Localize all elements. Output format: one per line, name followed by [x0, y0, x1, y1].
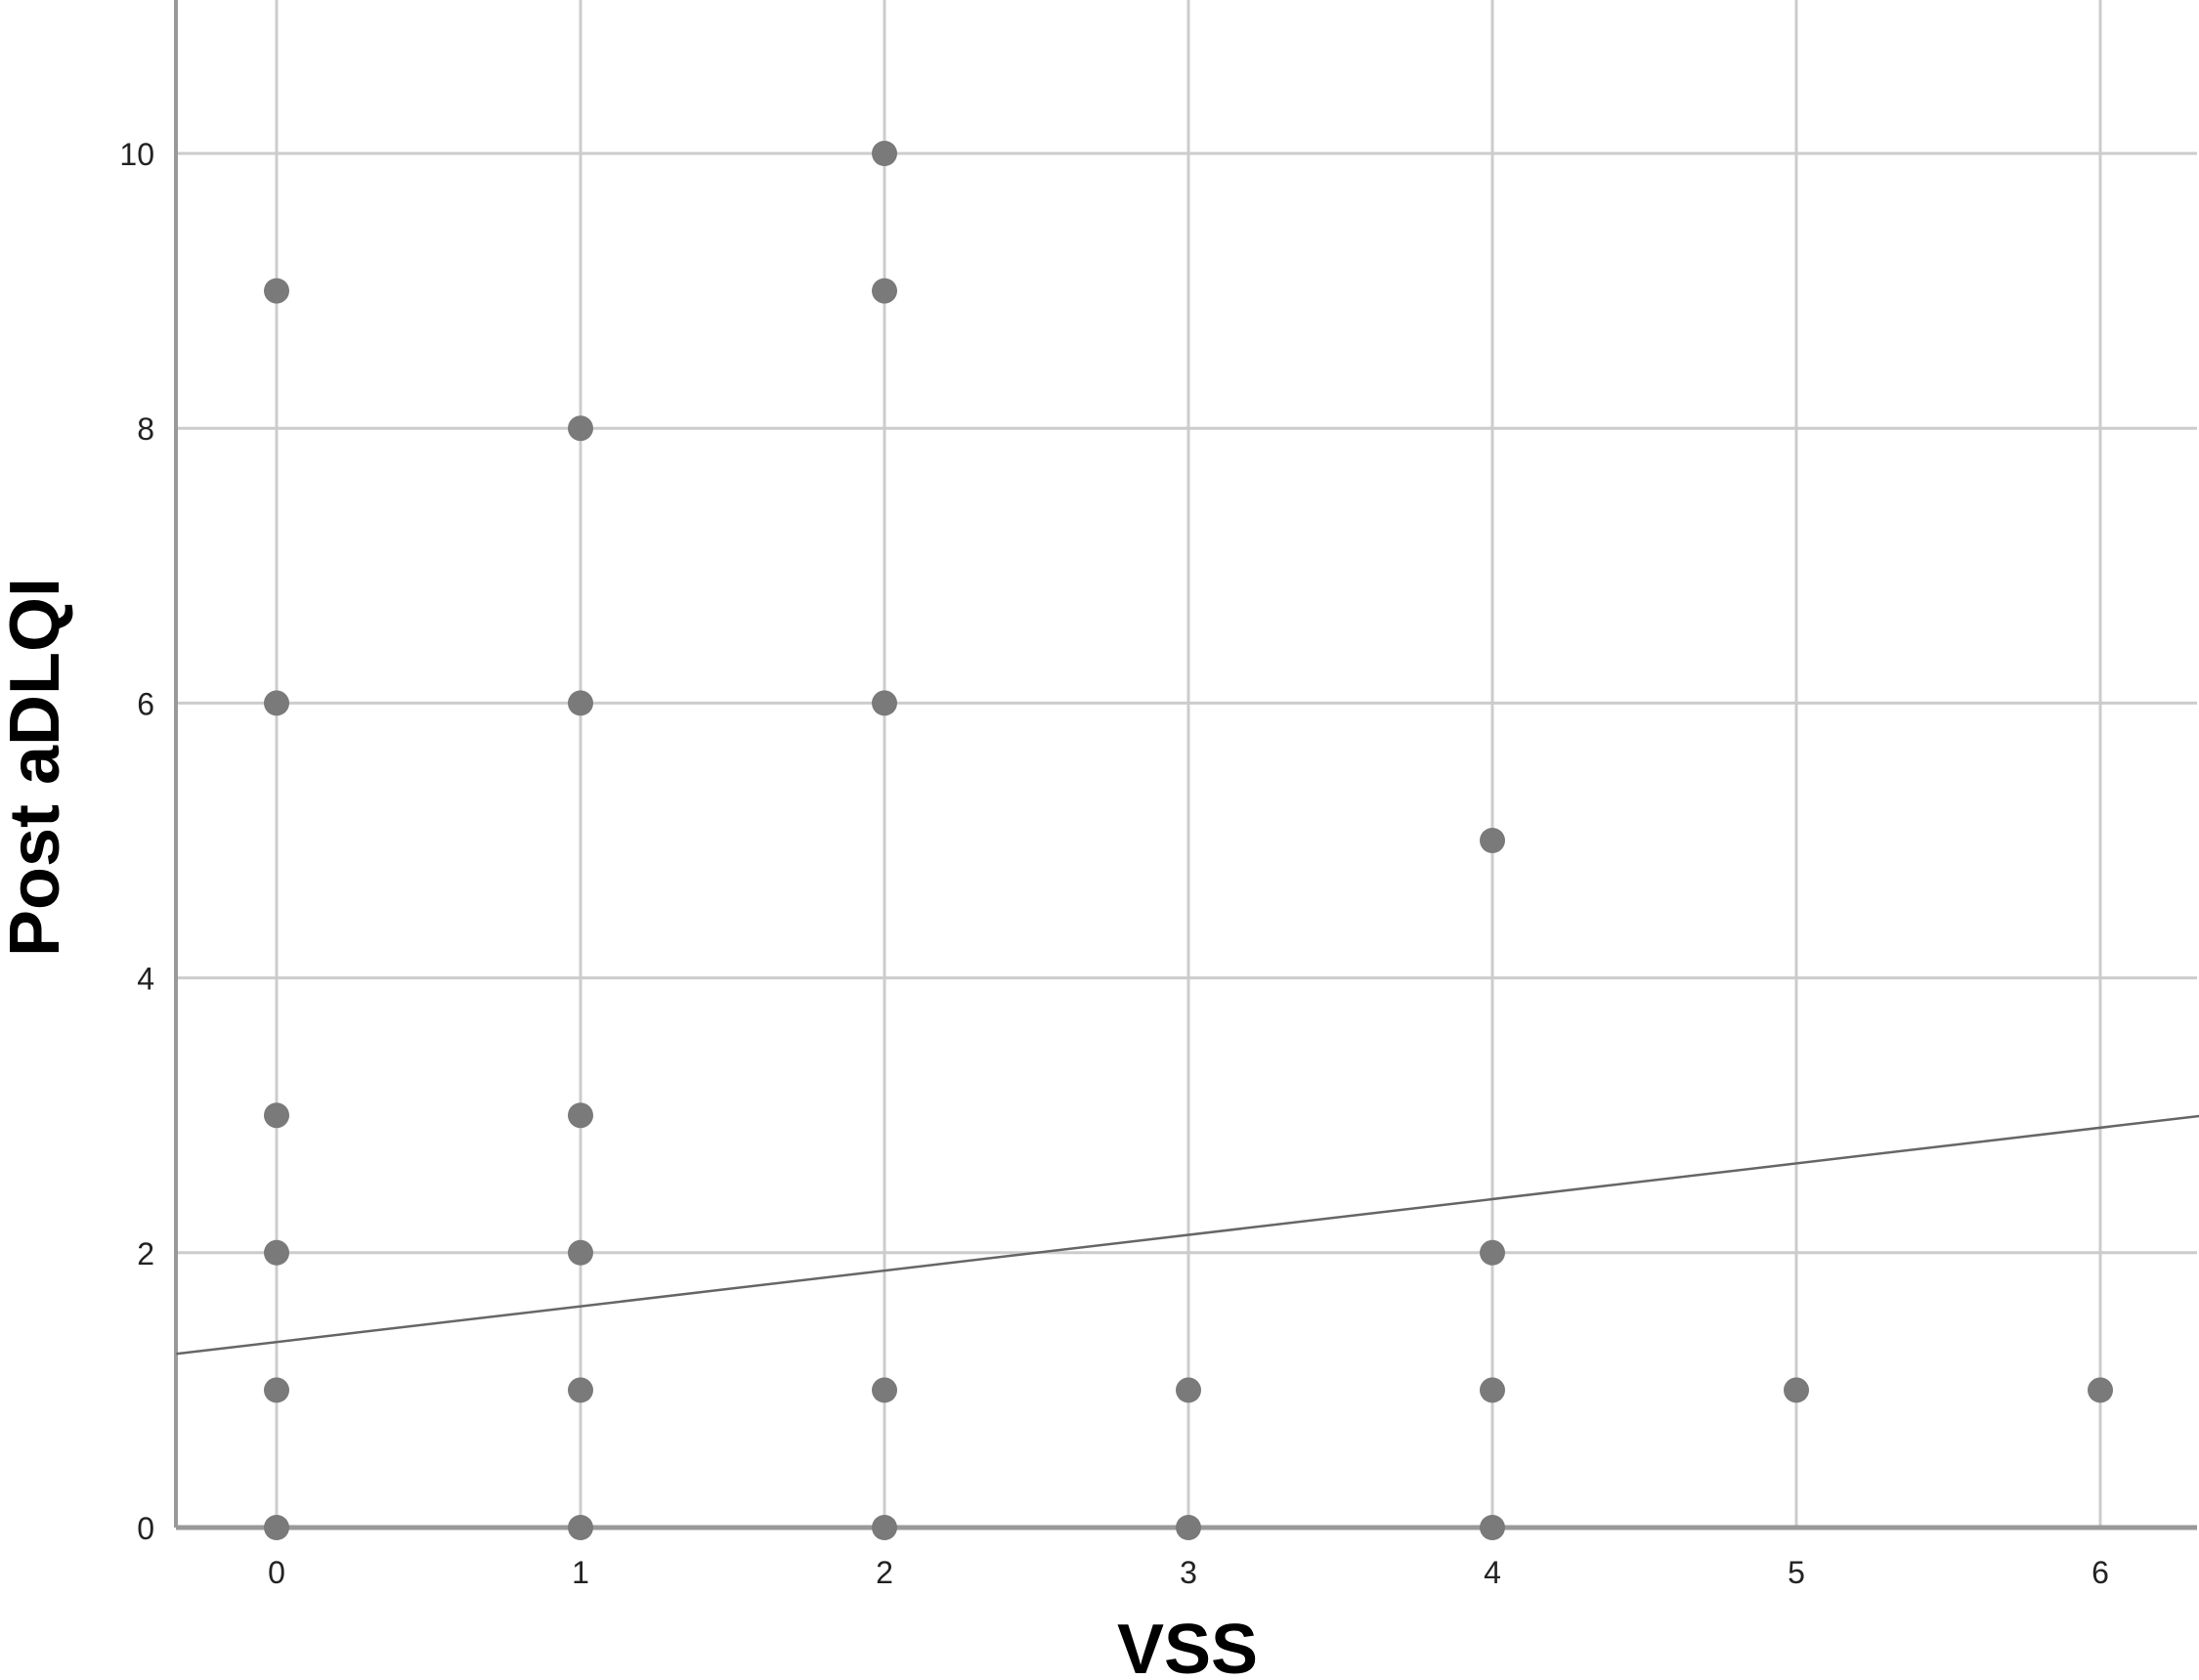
y-axis-title: Post aDLQI [0, 578, 74, 957]
data-point-12 [872, 1515, 897, 1540]
y-tick-label-0: 0 [137, 1511, 154, 1546]
x-tick-labels: 0 1 2 3 4 5 6 [268, 1555, 2109, 1590]
data-point-24 [2088, 1377, 2113, 1403]
y-tick-label-10: 10 [119, 137, 154, 172]
x-tick-label-2: 2 [876, 1555, 893, 1590]
y-tick-label-4: 4 [137, 962, 154, 997]
data-point-19 [1480, 1515, 1505, 1540]
data-point-15 [872, 278, 897, 304]
x-tick-label-1: 1 [572, 1555, 589, 1590]
data-point-11 [568, 415, 593, 442]
x-tick-label-5: 5 [1788, 1555, 1805, 1590]
data-point-9 [568, 1102, 593, 1129]
data-point-0 [264, 1515, 289, 1540]
data-point-10 [568, 690, 593, 716]
data-point-2 [264, 1239, 289, 1266]
y-tick-label-6: 6 [137, 686, 154, 721]
data-point-1 [264, 1377, 289, 1403]
fit-line-group [176, 1114, 2199, 1356]
data-point-20 [1480, 1377, 1505, 1403]
fit-line [176, 1114, 2199, 1356]
data-points [264, 141, 2113, 1540]
data-point-8 [568, 1239, 593, 1266]
y-tick-label-8: 8 [137, 411, 154, 447]
data-point-21 [1480, 1239, 1505, 1266]
grid [176, 0, 2197, 1528]
data-point-4 [264, 690, 289, 716]
axes [174, 0, 2197, 1530]
data-point-14 [872, 690, 897, 716]
data-point-7 [568, 1377, 593, 1403]
data-point-5 [264, 278, 289, 304]
x-tick-label-0: 0 [268, 1555, 285, 1590]
data-point-6 [568, 1515, 593, 1540]
y-tick-label-2: 2 [137, 1236, 154, 1271]
data-point-13 [872, 1377, 897, 1403]
data-point-23 [1784, 1377, 1809, 1403]
data-point-17 [1176, 1515, 1201, 1540]
data-point-22 [1480, 828, 1505, 853]
x-tick-label-4: 4 [1484, 1555, 1501, 1590]
data-point-3 [264, 1102, 289, 1129]
x-tick-label-3: 3 [1180, 1555, 1197, 1590]
x-axis-title: VSS [1117, 1611, 1258, 1680]
x-tick-label-6: 6 [2091, 1555, 2109, 1590]
data-point-16 [872, 141, 897, 166]
y-tick-labels: 0 2 4 6 8 10 [119, 137, 154, 1546]
data-point-18 [1176, 1377, 1201, 1403]
